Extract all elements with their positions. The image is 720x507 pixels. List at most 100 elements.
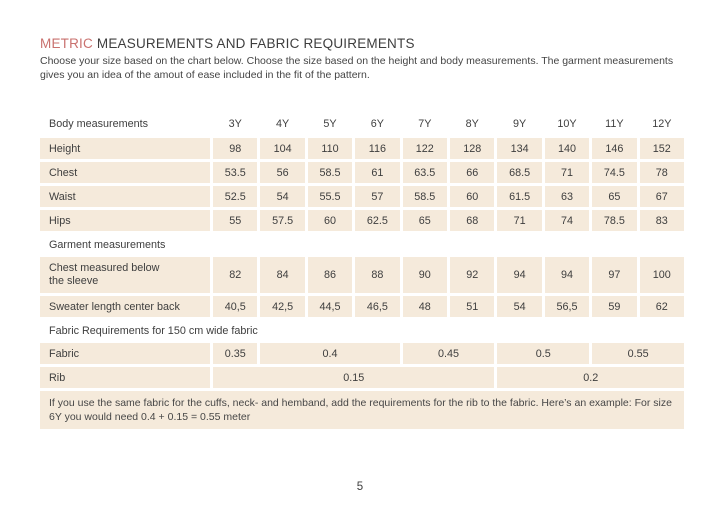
value-cell: 61.5 bbox=[497, 186, 542, 207]
value-cell: 67 bbox=[639, 186, 684, 207]
merged-value-cell: 0.5 bbox=[497, 343, 590, 364]
value-cell: 94 bbox=[544, 257, 590, 293]
intro-text: Choose your size based on the chart belo… bbox=[40, 55, 674, 81]
row-label: Fabric bbox=[40, 343, 210, 364]
value-cell: 92 bbox=[450, 257, 495, 293]
value-cell: 48 bbox=[402, 296, 447, 317]
value-cell: 53.5 bbox=[213, 162, 258, 183]
value-cell: 57.5 bbox=[260, 210, 305, 231]
value-cell: 68.5 bbox=[497, 162, 542, 183]
value-cell: 63 bbox=[544, 186, 590, 207]
size-column-header: 11Y bbox=[605, 118, 624, 130]
value-cell: 63.5 bbox=[402, 162, 447, 183]
merged-value-cell: 0.55 bbox=[592, 343, 684, 364]
size-column-header: 9Y bbox=[512, 118, 527, 130]
table-row: Chest 53.5 56 58.5 61 63.5 66 68.5 71 74.5 78 bbox=[40, 162, 684, 183]
column-header-label: Body measurements bbox=[49, 118, 149, 130]
value-cell: 60 bbox=[307, 210, 353, 231]
value-cell: 44,5 bbox=[307, 296, 353, 317]
value-cell: 128 bbox=[450, 138, 495, 159]
size-column-header: 7Y bbox=[418, 118, 432, 130]
value-cell: 58.5 bbox=[402, 186, 447, 207]
value-cell: 74 bbox=[544, 210, 590, 231]
page-number: 5 bbox=[356, 481, 364, 493]
value-cell: 61 bbox=[355, 162, 400, 183]
value-cell: 90 bbox=[402, 257, 447, 293]
value-cell: 57 bbox=[355, 186, 400, 207]
page-title: METRIC MEASUREMENTS AND FABRIC REQUIREME… bbox=[40, 36, 684, 51]
value-cell: 51 bbox=[450, 296, 495, 317]
value-cell: 56,5 bbox=[544, 296, 590, 317]
value-cell: 98 bbox=[213, 138, 258, 159]
value-cell: 140 bbox=[544, 138, 590, 159]
value-cell: 152 bbox=[639, 138, 684, 159]
size-column-header: 3Y bbox=[228, 118, 242, 130]
size-column-header: 6Y bbox=[370, 118, 384, 130]
row-label: Height bbox=[40, 138, 210, 159]
value-cell: 74.5 bbox=[592, 162, 637, 183]
value-cell: 78.5 bbox=[592, 210, 637, 231]
value-cell: 56 bbox=[260, 162, 305, 183]
value-cell: 116 bbox=[355, 138, 400, 159]
row-label: Waist bbox=[40, 186, 210, 207]
value-cell: 84 bbox=[260, 257, 305, 293]
value-cell: 100 bbox=[639, 257, 684, 293]
value-cell: 46,5 bbox=[355, 296, 400, 317]
table-row: Fabric 0.35 0.4 0.45 0.5 0.55 bbox=[40, 343, 684, 364]
garment-section-heading: Garment measurements bbox=[49, 238, 166, 251]
size-column-header: 5Y bbox=[323, 118, 337, 130]
value-cell: 65 bbox=[402, 210, 447, 231]
value-cell: 82 bbox=[213, 257, 258, 293]
value-cell: 134 bbox=[497, 138, 542, 159]
fabric-section-heading: Fabric Requirements for 150 cm wide fabr… bbox=[49, 324, 258, 337]
value-cell: 59 bbox=[592, 296, 637, 317]
table-row: Hips 55 57.5 60 62.5 65 68 71 74 78.5 83 bbox=[40, 210, 684, 231]
value-cell: 88 bbox=[355, 257, 400, 293]
value-cell: 110 bbox=[307, 138, 353, 159]
value-cell: 42,5 bbox=[260, 296, 305, 317]
merged-value-cell: 0.2 bbox=[497, 367, 684, 388]
value-cell: 58.5 bbox=[307, 162, 353, 183]
row-label: Rib bbox=[40, 367, 210, 388]
table-row: Sweater length center back 40,5 42,5 44,5 46… bbox=[40, 296, 684, 317]
value-cell: 55 bbox=[213, 210, 258, 231]
row-label: Chest measured below the sleeve bbox=[40, 257, 210, 293]
value-cell: 62 bbox=[639, 296, 684, 317]
value-cell: 65 bbox=[592, 186, 637, 207]
size-column-header: 8Y bbox=[465, 118, 479, 130]
value-cell: 62.5 bbox=[355, 210, 400, 231]
value-cell: 68 bbox=[450, 210, 495, 231]
page-title-rest: MEASUREMENTS AND FABRIC REQUIREMENTS bbox=[92, 36, 415, 51]
value-cell: 97 bbox=[592, 257, 637, 293]
value-cell: 86 bbox=[307, 257, 353, 293]
table-row: Waist 52.5 54 55.5 57 58.5 60 61.5 63 65 67 bbox=[40, 186, 684, 207]
table-row: Height 98 104 110 116 122 128 134 140 146 152 bbox=[40, 138, 684, 159]
measurements-table: Body measurements 3Y 4Y 5Y 6Y 7Y 8Y 9Y 10Y 11Y 12Y… bbox=[40, 113, 684, 388]
size-column-header: 12Y bbox=[652, 118, 672, 130]
document-page: METRIC MEASUREMENTS AND FABRIC REQUIREME… bbox=[40, 36, 684, 429]
value-cell: 60 bbox=[450, 186, 495, 207]
value-cell: 52.5 bbox=[213, 186, 258, 207]
value-cell: 146 bbox=[592, 138, 637, 159]
table-row: Rib 0.15 0.2 bbox=[40, 367, 684, 388]
size-column-header: 4Y bbox=[275, 118, 290, 130]
merged-value-cell: 0.45 bbox=[402, 343, 495, 364]
row-label: Chest bbox=[40, 162, 210, 183]
value-cell: 122 bbox=[402, 138, 447, 159]
value-cell: 71 bbox=[544, 162, 590, 183]
fabric-note: If you use the same fabric for the cuffs… bbox=[40, 391, 684, 429]
size-column-header: 10Y bbox=[557, 118, 577, 130]
table-row: Chest measured below the sleeve 82 84 86 88 9… bbox=[40, 257, 684, 293]
value-cell: 54 bbox=[260, 186, 305, 207]
page-title-accent: METRIC bbox=[40, 36, 93, 51]
merged-value-cell: 0.35 bbox=[213, 343, 258, 364]
value-cell: 66 bbox=[450, 162, 495, 183]
merged-value-cell: 0.4 bbox=[260, 343, 400, 364]
value-cell: 71 bbox=[497, 210, 542, 231]
table-header-row: Body measurements 3Y 4Y 5Y 6Y 7Y 8Y 9Y 10Y 11Y 12Y bbox=[40, 113, 684, 135]
value-cell: 55.5 bbox=[307, 186, 353, 207]
value-cell: 78 bbox=[639, 162, 684, 183]
value-cell: 54 bbox=[497, 296, 542, 317]
value-cell: 83 bbox=[639, 210, 684, 231]
value-cell: 94 bbox=[497, 257, 542, 293]
